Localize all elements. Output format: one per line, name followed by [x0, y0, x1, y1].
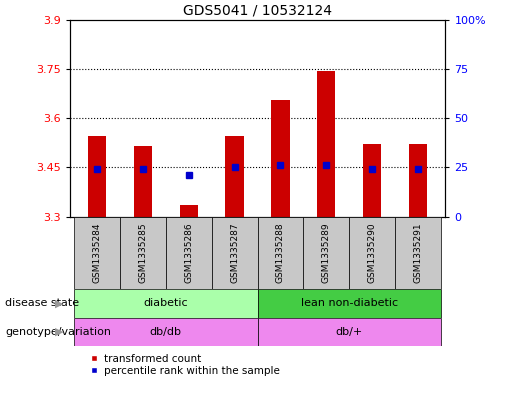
Text: disease state: disease state — [5, 298, 79, 309]
Bar — [258, 217, 303, 289]
Legend: transformed count, percentile rank within the sample: transformed count, percentile rank withi… — [85, 349, 284, 380]
Text: GSM1335290: GSM1335290 — [368, 222, 376, 283]
Bar — [395, 217, 441, 289]
Bar — [349, 217, 395, 289]
Bar — [134, 146, 152, 217]
Text: genotype/variation: genotype/variation — [5, 327, 111, 337]
Text: GSM1335291: GSM1335291 — [414, 222, 422, 283]
Bar — [258, 318, 441, 346]
Bar — [409, 145, 427, 217]
Text: GSM1335288: GSM1335288 — [276, 222, 285, 283]
Text: db/db: db/db — [150, 327, 182, 337]
Bar — [74, 318, 258, 346]
Bar — [88, 136, 106, 217]
Text: GSM1335286: GSM1335286 — [184, 222, 193, 283]
Text: GSM1335284: GSM1335284 — [93, 223, 101, 283]
Text: GSM1335285: GSM1335285 — [139, 222, 147, 283]
Text: ▶: ▶ — [55, 327, 63, 337]
Bar — [317, 71, 335, 217]
Bar — [74, 289, 258, 318]
Bar — [74, 217, 120, 289]
Bar — [271, 100, 289, 217]
Bar — [363, 145, 381, 217]
Bar — [226, 136, 244, 217]
Text: GSM1335289: GSM1335289 — [322, 222, 331, 283]
Text: lean non-diabetic: lean non-diabetic — [301, 298, 398, 309]
Text: ▶: ▶ — [55, 298, 63, 309]
Text: GSM1335287: GSM1335287 — [230, 222, 239, 283]
Bar — [303, 217, 349, 289]
Text: db/+: db/+ — [336, 327, 363, 337]
Bar — [120, 217, 166, 289]
Bar — [166, 217, 212, 289]
Title: GDS5041 / 10532124: GDS5041 / 10532124 — [183, 4, 332, 17]
Bar — [258, 289, 441, 318]
Bar — [212, 217, 258, 289]
Text: diabetic: diabetic — [144, 298, 188, 309]
Bar — [180, 205, 198, 217]
